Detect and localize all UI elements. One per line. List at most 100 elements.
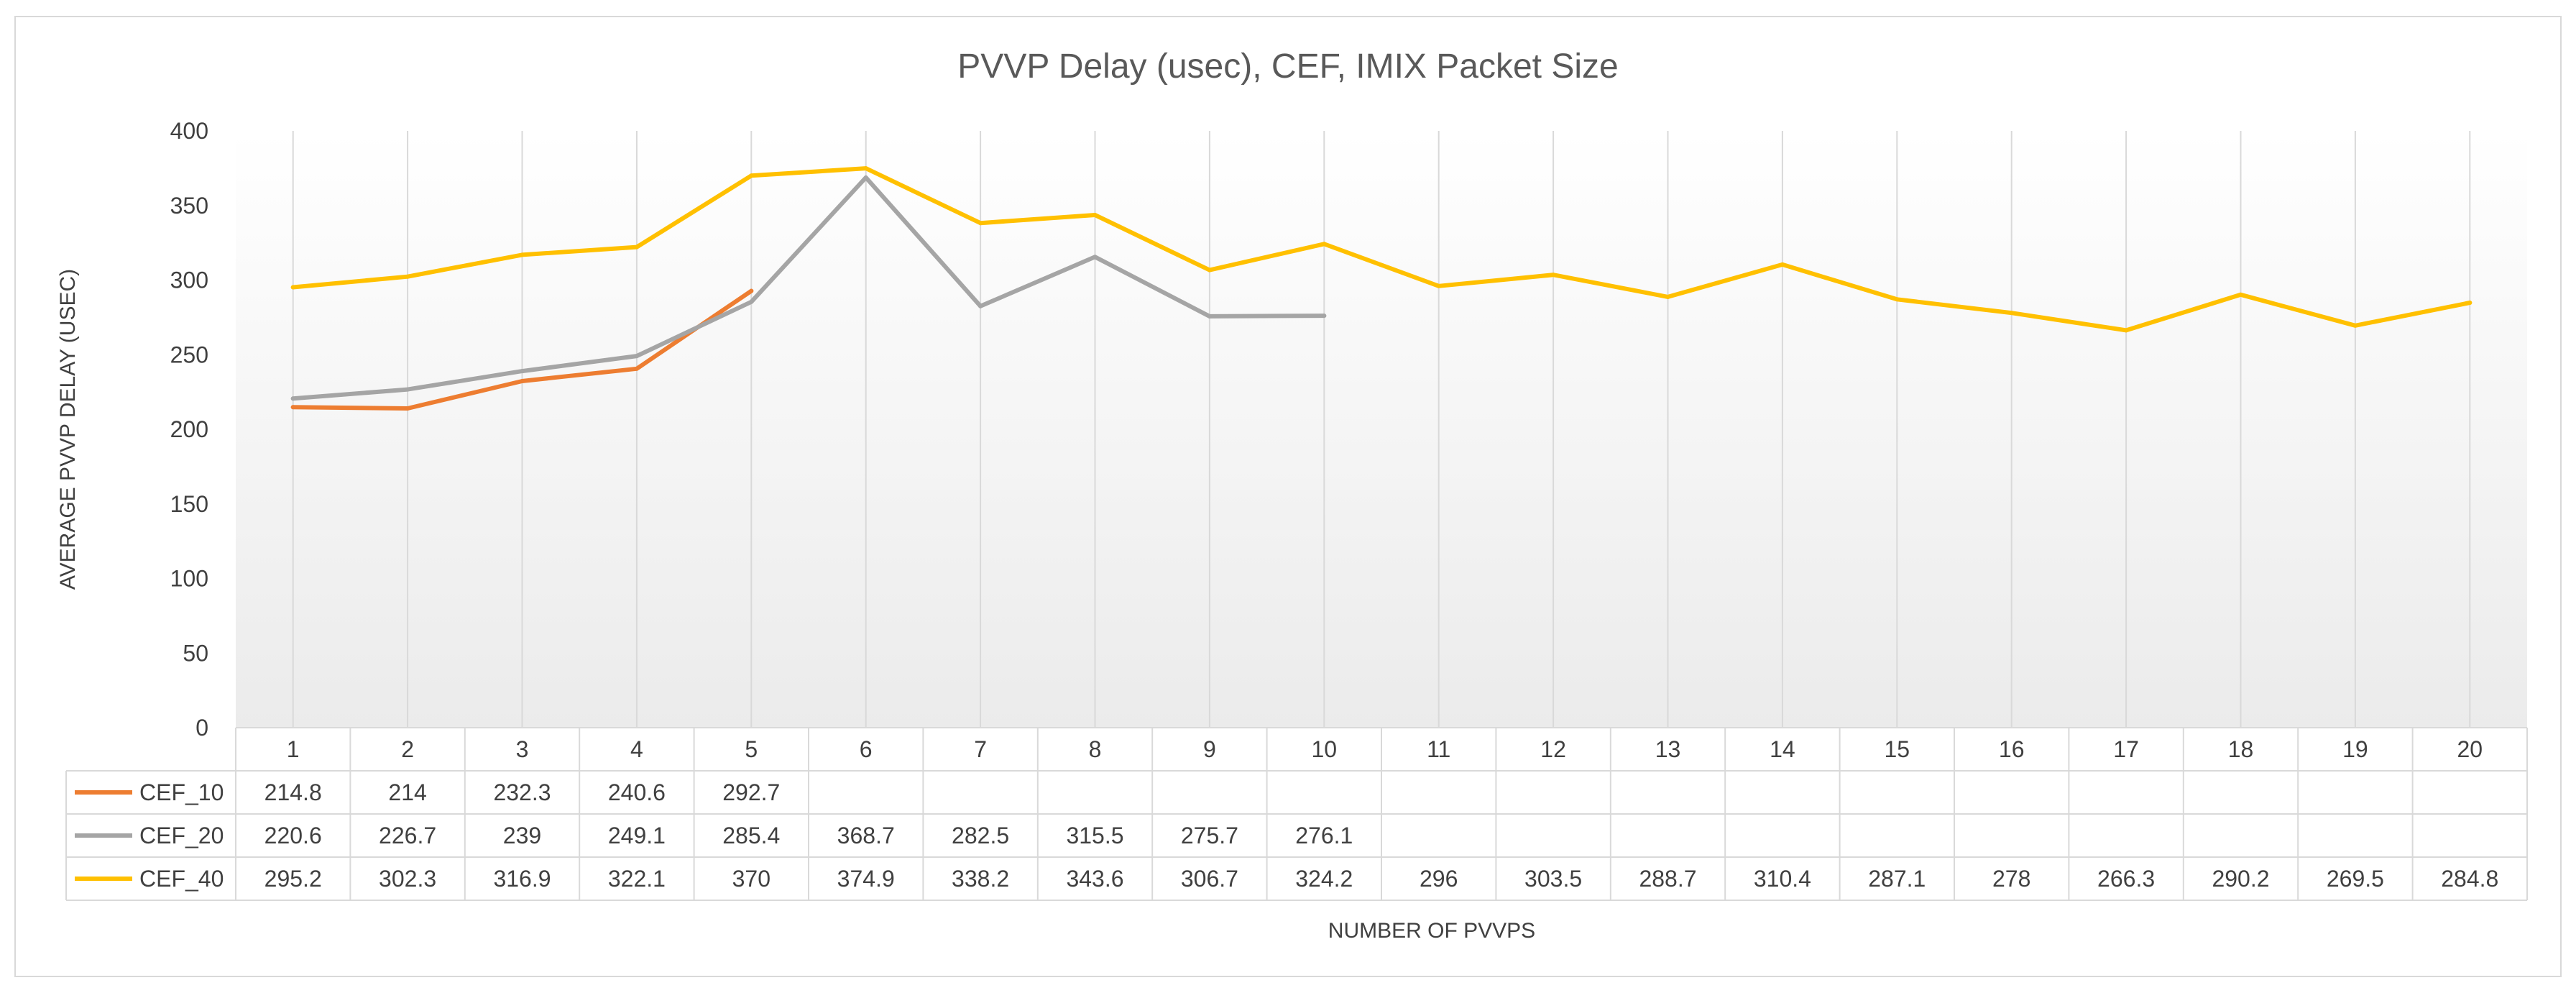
data-point-cef-40: [520, 252, 525, 257]
table-cell: 292.7: [722, 779, 780, 805]
x-tick-label: 13: [1655, 736, 1681, 762]
x-tick-label: 2: [401, 736, 414, 762]
x-tick-label: 14: [1770, 736, 1795, 762]
x-tick-label: 3: [516, 736, 529, 762]
y-tick-label: 100: [170, 566, 208, 592]
table-cell: 368.7: [837, 823, 895, 848]
x-tick-label: 1: [287, 736, 300, 762]
series-name: CEF_20: [139, 823, 224, 848]
table-cell: 287.1: [1868, 866, 1926, 892]
chart-frame: PVVP Delay (usec), CEF, IMIX Packet Size…: [14, 16, 2562, 977]
x-tick-label: 17: [2113, 736, 2139, 762]
table-cell: 278: [1992, 866, 2030, 892]
table-cell: 269.5: [2327, 866, 2384, 892]
chart-canvas: PVVP Delay (usec), CEF, IMIX Packet Size…: [56, 47, 2528, 943]
data-point-cef-20: [520, 369, 525, 374]
data-point-cef-40: [1436, 283, 1441, 288]
y-tick-label: 50: [183, 640, 208, 666]
table-cell: 275.7: [1181, 823, 1238, 848]
x-tick-label: 8: [1089, 736, 1102, 762]
x-tick-label: 12: [1540, 736, 1566, 762]
y-tick-label: 150: [170, 491, 208, 517]
data-point-cef-40: [1092, 213, 1098, 218]
table-cell: 322.1: [608, 866, 666, 892]
table-cell: 315.5: [1066, 823, 1123, 848]
data-point-cef-40: [749, 173, 754, 178]
data-point-cef-10: [634, 366, 639, 371]
data-point-cef-40: [1551, 273, 1556, 278]
y-tick-label: 250: [170, 342, 208, 367]
y-tick-label: 350: [170, 193, 208, 219]
series-name: CEF_10: [139, 779, 224, 805]
grid-lines: [292, 131, 2471, 728]
table-cell: 240.6: [608, 779, 666, 805]
table-cell: 303.5: [1524, 866, 1582, 892]
data-point-cef-40: [634, 244, 639, 250]
chart-title: PVVP Delay (usec), CEF, IMIX Packet Size: [957, 47, 1618, 86]
table-cell: 324.2: [1295, 866, 1353, 892]
x-tick-label: 10: [1312, 736, 1338, 762]
table-cell: 282.5: [952, 823, 1009, 848]
data-point-cef-40: [1780, 262, 1785, 267]
data-point-cef-40: [1207, 267, 1212, 273]
table-cell: 288.7: [1639, 866, 1696, 892]
x-axis-label: NUMBER OF PVVPS: [1328, 919, 1535, 943]
data-point-cef-40: [2352, 323, 2358, 328]
series-lines: [290, 166, 2472, 411]
data-point-cef-20: [863, 175, 868, 180]
data-point-cef-20: [634, 354, 639, 359]
data-point-cef-40: [1322, 242, 1327, 247]
x-tick-label: 20: [2457, 736, 2483, 762]
data-point-cef-40: [405, 274, 410, 279]
data-point-cef-40: [1895, 297, 1900, 302]
x-tick-label: 15: [1885, 736, 1910, 762]
data-point-cef-10: [520, 378, 525, 383]
x-tick-label: 6: [860, 736, 873, 762]
x-tick-label: 18: [2228, 736, 2254, 762]
data-point-cef-20: [290, 396, 295, 401]
x-tick-label: 5: [745, 736, 758, 762]
data-point-cef-20: [1092, 255, 1098, 260]
x-tick-label: 4: [630, 736, 643, 762]
plot-background: [236, 131, 2527, 728]
y-tick-labels: 0 50 100 150 200 250 300 350 400: [170, 118, 208, 741]
table-cell: 266.3: [2097, 866, 2155, 892]
y-tick-label: 300: [170, 267, 208, 293]
data-point-cef-20: [405, 387, 410, 392]
data-point-cef-40: [978, 221, 983, 226]
table-cell: 296: [1420, 866, 1458, 892]
x-tick-label: 11: [1427, 736, 1450, 762]
y-tick-label: 400: [170, 118, 208, 144]
data-point-cef-40: [2238, 292, 2243, 297]
table-cell: 220.6: [264, 823, 322, 848]
data-point-cef-20: [749, 299, 754, 304]
data-point-cef-20: [1322, 314, 1327, 319]
data-point-cef-20: [978, 303, 983, 308]
data-point-cef-10: [749, 288, 754, 293]
data-point-cef-40: [2467, 301, 2472, 306]
data-point-cef-40: [2124, 328, 2129, 333]
x-tick-label: 7: [974, 736, 987, 762]
y-tick-label: 200: [170, 416, 208, 442]
series-line-cef-40: [290, 166, 2472, 333]
table-cell: 343.6: [1066, 866, 1123, 892]
x-tick-label: 9: [1203, 736, 1216, 762]
table-cell: 370: [732, 866, 770, 892]
data-point-cef-40: [1665, 294, 1670, 299]
table-cell: 302.3: [379, 866, 436, 892]
table-cell: 285.4: [722, 823, 780, 848]
data-point-cef-10: [290, 405, 295, 410]
data-point-cef-40: [2009, 311, 2014, 316]
table-cell: 316.9: [493, 866, 551, 892]
table-cell: 276.1: [1295, 823, 1353, 848]
x-tick-label: 16: [1999, 736, 2025, 762]
table-cell: 249.1: [608, 823, 666, 848]
series-line-cef-20: [290, 175, 1327, 401]
series-name: CEF_40: [139, 866, 224, 892]
table-cell: 306.7: [1181, 866, 1238, 892]
y-tick-label: 0: [196, 715, 208, 741]
data-point-cef-40: [290, 285, 295, 290]
table-cell: 295.2: [264, 866, 322, 892]
table-cell: 239: [503, 823, 541, 848]
